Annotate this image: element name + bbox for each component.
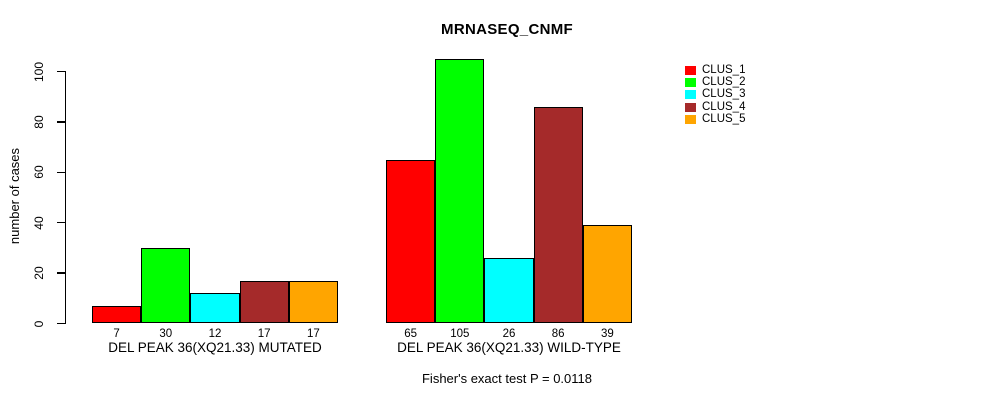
legend-swatch [685,114,696,124]
bar-value-label: 17 [306,328,320,340]
y-tick-mark [57,121,66,123]
bar [239,280,289,324]
y-tick-mark [57,272,66,274]
y-tick-label: 100 [32,61,46,82]
chart-title: MRNASEQ_CNMF [441,21,573,38]
category-label: DEL PEAK 36(XQ21.33) MUTATED [108,340,322,355]
legend-swatch [685,90,696,100]
legend: CLUS_1 CLUS_2 CLUS_3 CLUS_4 CLUS_5 [685,64,745,125]
y-axis-line [64,71,66,324]
bar-value-label: 17 [257,328,271,340]
bar [190,293,240,324]
legend-swatch [685,77,696,87]
legend-swatch [685,65,696,75]
bar [92,305,142,324]
bar-value-label: 39 [600,328,614,340]
bar-value-label: 86 [551,328,565,340]
legend-item: CLUS_3 [685,88,746,101]
legend-swatch [685,102,696,112]
bar-value-label: 65 [404,328,417,340]
legend-label: CLUS_2 [702,75,746,88]
legend-label: CLUS_1 [702,63,746,76]
bar [141,247,191,324]
legend-item: CLUS_1 [685,64,745,76]
y-tick-label: 40 [32,216,46,230]
y-tick-mark [57,70,66,73]
annotation-text: Fisher's exact test P = 0.0118 [421,371,592,386]
bar-value-label: 105 [450,328,470,340]
bar [386,159,436,324]
legend-item: CLUS_4 [685,101,745,113]
legend-item: CLUS_5 [685,113,745,125]
bar [533,106,583,324]
bar [582,225,632,324]
y-tick-label: 60 [32,165,46,179]
legend-label: CLUS_5 [702,112,746,125]
y-axis-label: number of cases [7,147,22,245]
y-tick-label: 80 [32,115,46,129]
y-tick-mark [57,222,66,224]
legend-item: CLUS_2 [685,76,745,88]
bar-value-label: 12 [208,328,222,340]
y-tick-mark [57,322,66,325]
y-tick-mark [57,171,66,173]
category-label: DEL PEAK 36(XQ21.33) WILD-TYPE [397,340,621,355]
y-tick-label: 0 [32,320,46,327]
y-tick-label: 20 [32,266,46,280]
bar [435,58,485,324]
bar-value-label: 7 [113,328,120,340]
bar [288,280,338,324]
bar-value-label: 30 [159,328,173,340]
legend-label: CLUS_4 [702,100,746,113]
legend-label: CLUS_3 [702,88,746,101]
bar [484,257,534,324]
bar-value-label: 26 [502,328,516,340]
